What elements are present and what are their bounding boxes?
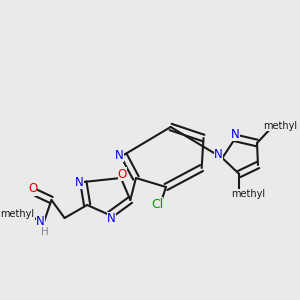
Text: methyl: methyl — [263, 121, 297, 131]
Text: N: N — [214, 148, 223, 161]
Text: H: H — [41, 227, 48, 237]
Text: O: O — [118, 167, 127, 181]
Text: O: O — [28, 182, 37, 196]
Text: methyl: methyl — [231, 189, 265, 199]
Text: methyl: methyl — [0, 209, 34, 219]
Text: N: N — [75, 176, 84, 188]
Text: N: N — [107, 212, 116, 226]
Text: Cl: Cl — [151, 197, 163, 211]
Text: N: N — [115, 148, 123, 161]
Text: N: N — [231, 128, 240, 140]
Text: N: N — [36, 215, 45, 228]
